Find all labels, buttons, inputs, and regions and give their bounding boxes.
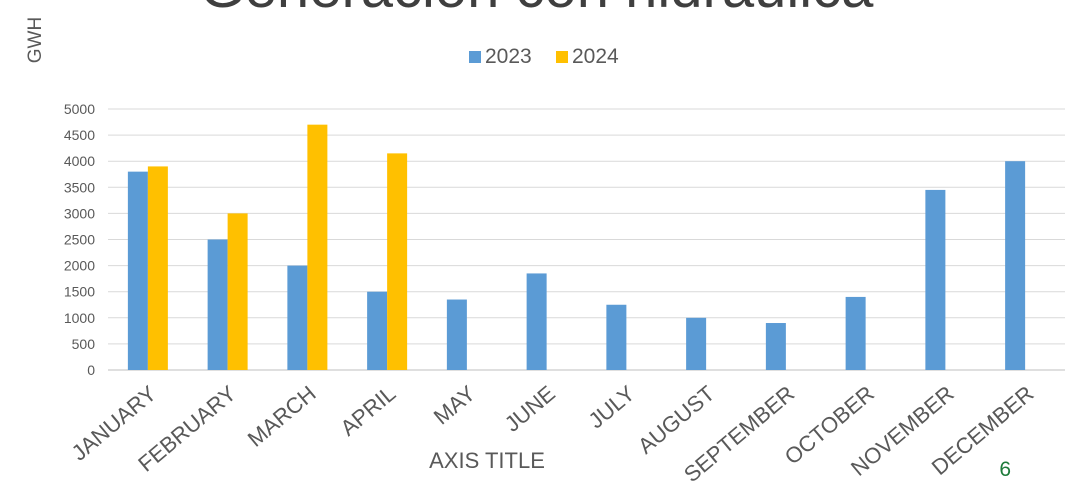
y-tick-label: 4500 xyxy=(64,127,95,143)
x-tick-label: MARCH xyxy=(243,381,321,452)
bar-2023-february xyxy=(207,239,228,370)
bar-2023-january xyxy=(127,171,148,370)
y-tick-label: 4000 xyxy=(64,153,95,169)
bar-2023-march xyxy=(287,265,308,370)
x-tick-label: MAY xyxy=(429,380,481,429)
bar-2023-september xyxy=(765,323,786,370)
legend-swatch xyxy=(469,51,481,63)
y-tick-labels: 0 500 1000 1500 2000 2500 3000 3500 4000 4500 5000 xyxy=(64,101,95,378)
legend-label: 2023 xyxy=(485,45,532,68)
x-tick-label: APRIL xyxy=(336,381,401,441)
legend-label: 2024 xyxy=(572,45,619,68)
legend: 2023 2024 xyxy=(469,45,619,68)
y-tick-label: 3500 xyxy=(64,179,95,195)
page-number: 6 xyxy=(999,458,1011,481)
gridlines xyxy=(108,108,1065,371)
y-tick-label: 2500 xyxy=(64,232,95,248)
y-axis-label: GWH xyxy=(25,17,46,63)
bar-2023-may xyxy=(446,299,467,370)
y-tick-label: 1000 xyxy=(64,310,95,326)
bar-2023-july xyxy=(606,304,627,370)
x-tick-label: JUNE xyxy=(500,381,560,437)
bar-2023-december xyxy=(1005,161,1026,370)
bar-2023-october xyxy=(845,296,866,370)
y-tick-label: 2000 xyxy=(64,258,95,274)
x-tick-label: JULY xyxy=(584,380,640,433)
bar-2024-april xyxy=(387,153,408,370)
y-tick-label: 5000 xyxy=(64,101,95,117)
y-tick-label: 1500 xyxy=(64,284,95,300)
bars xyxy=(127,124,1026,370)
y-tick-label: 0 xyxy=(87,362,95,378)
bar-2024-january xyxy=(147,166,168,370)
bar-2023-june xyxy=(526,273,547,370)
bar-2023-november xyxy=(925,189,946,370)
bar-2024-february xyxy=(227,213,248,370)
y-tick-label: 500 xyxy=(72,336,96,352)
bar-2023-august xyxy=(686,317,707,370)
legend-swatch xyxy=(556,51,568,63)
bar-2024-march xyxy=(307,124,328,370)
y-tick-label: 3000 xyxy=(64,205,95,221)
bar-2023-april xyxy=(367,291,388,370)
slide-title: Generación con hidráulica xyxy=(0,0,1073,21)
x-axis-label: AXIS TITLE xyxy=(429,448,545,473)
